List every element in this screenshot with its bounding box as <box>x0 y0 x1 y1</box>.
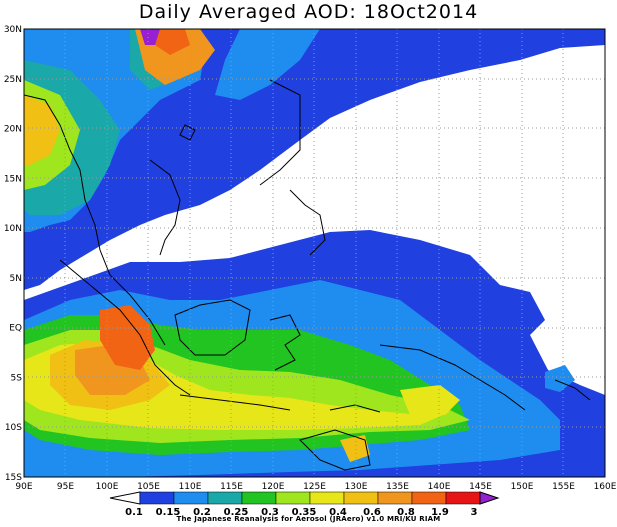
colorbar-level-label: 0.2 <box>193 507 211 518</box>
lon-tick-label: 155E <box>552 482 575 492</box>
lat-tick-label: 20N <box>4 125 22 135</box>
lat-tick-label: 5S <box>11 373 23 383</box>
colorbar-level-label: 0.8 <box>397 507 415 518</box>
colorbar-level-label: 0.1 <box>125 507 143 518</box>
lon-tick-label: 150E <box>511 482 534 492</box>
colorbar-swatch <box>411 491 447 505</box>
lon-tick-label: 95E <box>57 482 74 492</box>
lat-tick-label: EQ <box>9 324 22 334</box>
colorbar-level-label: 0.25 <box>224 507 249 518</box>
colorbar-swatch <box>377 491 413 505</box>
lat-tick-label: 5N <box>10 274 22 284</box>
lat-tick-label: 30N <box>4 25 22 35</box>
colorbar-swatch <box>275 491 311 505</box>
colorbar-level-label: 0.6 <box>363 507 381 518</box>
lon-tick-label: 90E <box>15 482 32 492</box>
lon-tick-label: 120E <box>262 482 285 492</box>
lat-tick-label: 15S <box>5 473 22 483</box>
colorbar-level-label: 0.3 <box>261 507 279 518</box>
lon-tick-label: 140E <box>428 482 451 492</box>
colorbar-high-arrow <box>479 491 500 505</box>
credit-text: The Japanese Reanalysis for Aerosol (JRA… <box>176 515 441 523</box>
coastlines <box>24 79 591 471</box>
lon-tick-label: 110E <box>179 482 202 492</box>
lon-tick-label: 105E <box>137 482 160 492</box>
lon-tick-label: 135E <box>386 482 409 492</box>
grid <box>24 29 605 477</box>
colorbar-level-label: 1.9 <box>431 507 449 518</box>
colorbar-level-label: 0.15 <box>156 507 181 518</box>
lon-tick-label: 130E <box>345 482 368 492</box>
colorbar-level-label: 0.35 <box>292 507 317 518</box>
lon-tick-label: 100E <box>96 482 119 492</box>
colorbar-level-label: 0.4 <box>329 507 347 518</box>
colorbar-swatch <box>173 491 209 505</box>
axis-labels: 90E 95E 100E 105E 110E 115E 120E 125E 130E 135E 14… <box>4 25 617 492</box>
lon-tick-label: 160E <box>594 482 617 492</box>
colorbar-swatch <box>207 491 243 505</box>
lat-tick-label: 15N <box>4 174 22 184</box>
colorbar-swatch <box>309 491 345 505</box>
map-title: Daily Averaged AOD: 18Oct2014 <box>138 1 479 23</box>
lat-tick-label: 10N <box>4 224 22 234</box>
lat-tick-label: 25N <box>4 75 22 85</box>
colorbar-swatch <box>139 491 175 505</box>
map-frame <box>23 28 606 478</box>
colorbar-low-arrow <box>109 491 141 505</box>
colorbar: 0.1 0.15 0.2 0.25 0.3 0.35 0.4 0.6 0.8 1.9 3 <box>109 491 500 518</box>
colorbar-swatch <box>343 491 379 505</box>
lon-tick-label: 125E <box>303 482 326 492</box>
colorbar-level-label: 3 <box>471 507 478 518</box>
lon-tick-label: 115E <box>220 482 243 492</box>
colorbar-swatch <box>241 491 277 505</box>
lat-tick-label: 10S <box>5 423 22 433</box>
colorbar-swatch <box>445 491 481 505</box>
lon-tick-label: 145E <box>469 482 492 492</box>
